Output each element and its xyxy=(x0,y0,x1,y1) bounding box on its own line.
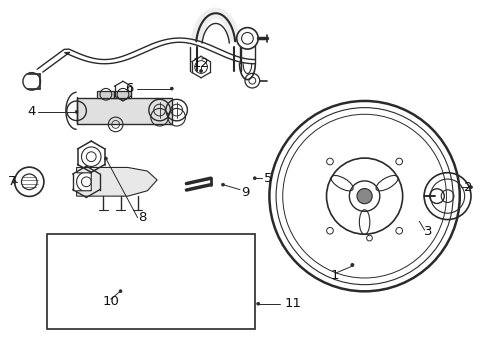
Text: 8: 8 xyxy=(138,211,147,224)
Text: 12: 12 xyxy=(193,57,210,70)
Text: 4: 4 xyxy=(27,105,35,118)
Bar xyxy=(97,91,114,98)
Circle shape xyxy=(75,111,78,113)
Circle shape xyxy=(357,189,372,204)
Text: 1: 1 xyxy=(331,269,340,282)
Text: 2: 2 xyxy=(465,181,473,194)
Circle shape xyxy=(199,69,202,72)
Circle shape xyxy=(257,302,260,305)
Circle shape xyxy=(221,183,224,186)
Circle shape xyxy=(351,264,354,266)
Bar xyxy=(76,98,172,125)
Text: 7: 7 xyxy=(7,175,16,188)
Circle shape xyxy=(13,180,16,183)
Circle shape xyxy=(119,290,122,293)
Text: 10: 10 xyxy=(102,296,119,309)
Circle shape xyxy=(171,87,173,90)
Bar xyxy=(48,234,255,329)
Circle shape xyxy=(469,186,472,189)
Text: 6: 6 xyxy=(124,82,133,95)
Bar xyxy=(114,91,131,98)
Text: 9: 9 xyxy=(241,186,249,199)
Circle shape xyxy=(104,157,107,160)
Text: 3: 3 xyxy=(424,225,432,238)
Circle shape xyxy=(253,177,256,180)
Polygon shape xyxy=(76,167,157,196)
Text: 5: 5 xyxy=(264,172,272,185)
Text: 11: 11 xyxy=(284,297,301,310)
